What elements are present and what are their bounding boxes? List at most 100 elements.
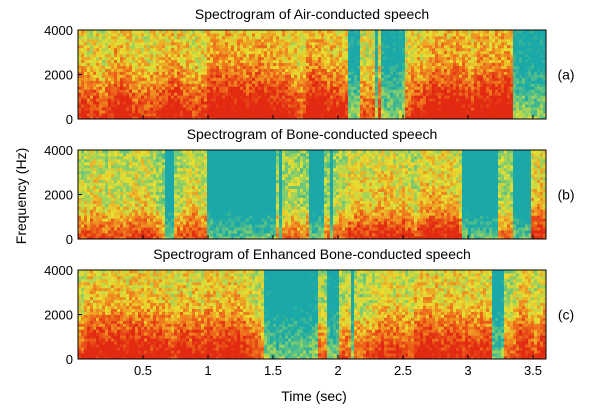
heatmap-cell <box>132 98 136 102</box>
heatmap-cell <box>102 77 106 81</box>
heatmap-cell <box>531 32 535 37</box>
heatmap-cell <box>435 59 439 64</box>
heatmap-cell <box>420 53 424 58</box>
heatmap-cell <box>258 68 262 72</box>
heatmap-cell <box>345 30 349 34</box>
heatmap-cell <box>432 83 436 87</box>
heatmap-cell <box>399 83 403 87</box>
heatmap-cell <box>528 116 532 120</box>
heatmap-cell <box>81 95 85 99</box>
heatmap-cell <box>78 179 82 184</box>
heatmap-cell <box>207 68 211 72</box>
heatmap-cell <box>399 53 403 58</box>
heatmap-cell <box>93 74 97 78</box>
heatmap-cell <box>534 116 538 120</box>
heatmap-cell <box>147 98 151 102</box>
heatmap-cell <box>81 89 85 93</box>
heatmap-cell <box>225 77 229 81</box>
heatmap-cell <box>81 212 85 216</box>
heatmap-cell <box>387 71 391 75</box>
heatmap-cell <box>519 47 523 52</box>
heatmap-cell <box>429 44 433 49</box>
heatmap-cell <box>504 98 508 102</box>
heatmap-cell <box>291 104 295 108</box>
heatmap-cell <box>492 89 496 93</box>
heatmap-cell <box>168 62 172 66</box>
heatmap-cell <box>456 56 460 61</box>
heatmap-cell <box>126 92 130 96</box>
heatmap-cell <box>99 110 103 114</box>
heatmap-cell <box>138 113 142 117</box>
heatmap-cell <box>507 71 511 75</box>
heatmap-cell <box>210 98 214 102</box>
heatmap-cell <box>429 68 433 72</box>
heatmap-cell <box>282 30 286 34</box>
heatmap-cell <box>453 44 457 49</box>
heatmap-cell <box>288 41 292 46</box>
heatmap-cell <box>339 101 343 105</box>
heatmap-cell <box>363 77 367 81</box>
heatmap-cell <box>78 104 82 108</box>
heatmap-cell <box>177 68 181 72</box>
heatmap-cell <box>462 83 466 87</box>
heatmap-cell <box>144 89 148 93</box>
heatmap-cell <box>516 30 520 34</box>
heatmap-cell <box>156 71 160 75</box>
heatmap-cell <box>219 41 223 46</box>
heatmap-cell <box>153 110 157 114</box>
heatmap-cell <box>78 95 82 99</box>
heatmap-cell <box>108 80 112 84</box>
heatmap-cell <box>207 41 211 46</box>
heatmap-cell <box>441 56 445 61</box>
heatmap-cell <box>231 71 235 75</box>
heatmap-cell <box>201 68 205 72</box>
heatmap-cell <box>303 71 307 75</box>
heatmap-cell <box>153 95 157 99</box>
heatmap-cell <box>483 56 487 61</box>
heatmap-cell <box>78 65 82 69</box>
heatmap-cell <box>336 41 340 46</box>
heatmap-cell <box>300 113 304 117</box>
heatmap-cell <box>360 74 364 78</box>
heatmap-cell <box>480 77 484 81</box>
heatmap-cell <box>108 74 112 78</box>
heatmap-cell <box>453 62 457 66</box>
heatmap-cell <box>84 158 88 163</box>
heatmap-cell <box>243 89 247 93</box>
heatmap-cell <box>186 38 190 43</box>
heatmap-cell <box>543 35 547 40</box>
heatmap-cell <box>78 188 82 192</box>
heatmap-cell <box>396 68 400 72</box>
heatmap-cell <box>444 71 448 75</box>
heatmap-cell <box>198 47 202 52</box>
heatmap-cell <box>123 113 127 117</box>
heatmap-cell <box>267 77 271 81</box>
heatmap-cell <box>105 236 109 240</box>
heatmap-cell <box>285 56 289 61</box>
heatmap-cell <box>222 71 226 75</box>
heatmap-cell <box>324 89 328 93</box>
heatmap-cell <box>297 107 301 111</box>
heatmap-cell <box>198 86 202 90</box>
heatmap-cell <box>303 47 307 52</box>
heatmap-cell <box>336 83 340 87</box>
heatmap-cell <box>168 92 172 96</box>
heatmap-cell <box>81 203 85 207</box>
heatmap-cell <box>396 104 400 108</box>
heatmap-cell <box>222 65 226 69</box>
heatmap-cell <box>342 71 346 75</box>
heatmap-cell <box>162 35 166 40</box>
heatmap-cell <box>267 110 271 114</box>
heatmap-cell <box>459 30 463 34</box>
heatmap-cell <box>435 80 439 84</box>
heatmap-cell <box>354 74 358 78</box>
heatmap-cell <box>141 47 145 52</box>
heatmap-cell <box>528 56 532 61</box>
heatmap-cell <box>540 68 544 72</box>
heatmap-cell <box>522 89 526 93</box>
heatmap-cell <box>384 83 388 87</box>
heatmap-cell <box>171 35 175 40</box>
heatmap-cell <box>462 68 466 72</box>
heatmap-cell <box>264 32 268 37</box>
heatmap-cell <box>363 47 367 52</box>
